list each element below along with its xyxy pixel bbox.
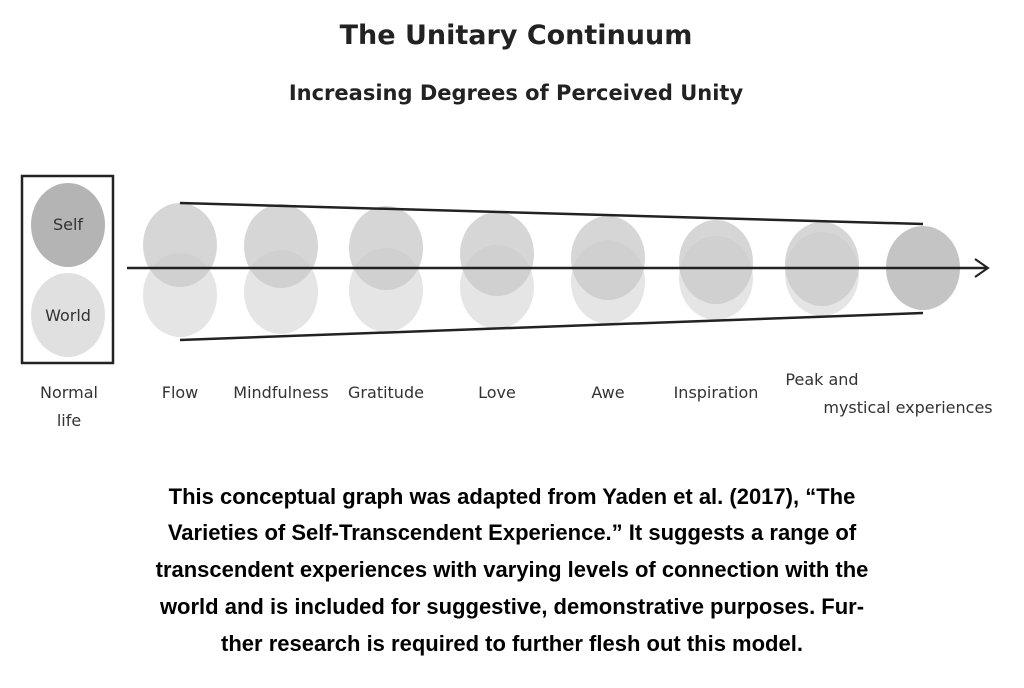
upper-bound <box>179 201 924 226</box>
caption-line: world and is included for suggestive, de… <box>159 594 864 619</box>
title: The Unitary Continuum <box>340 20 693 51</box>
self-circle <box>460 212 534 296</box>
stage-label: life <box>57 411 81 430</box>
caption-line: ther research is required to further fle… <box>221 631 803 656</box>
self-circle <box>31 183 105 267</box>
world-label: World <box>45 306 91 325</box>
stage-label: Mindfulness <box>233 383 328 402</box>
self-circle <box>571 216 645 300</box>
world-circle <box>31 273 105 357</box>
lower-bound <box>179 311 924 342</box>
stage-label: mystical experiences <box>823 398 992 417</box>
self-circle <box>244 204 318 288</box>
caption-line: This conceptual graph was adapted from Y… <box>169 484 856 509</box>
stage-label: Normal <box>40 383 98 402</box>
stage-label: Peak and <box>785 370 858 389</box>
stage-label: Inspiration <box>674 383 759 402</box>
self-circle <box>785 222 859 306</box>
normal-box <box>20 174 115 365</box>
self-circle <box>349 206 423 290</box>
self-circle <box>679 220 753 304</box>
stage-label: Love <box>478 383 516 402</box>
caption-line: Varieties of Self-Transcendent Experienc… <box>168 520 857 545</box>
caption-line: transcendent experiences with varying le… <box>156 557 869 582</box>
self-circle <box>143 203 217 287</box>
stage-label: Flow <box>162 383 199 402</box>
arrow-head <box>974 258 990 278</box>
stage-label: Awe <box>591 383 624 402</box>
self-label: Self <box>53 215 83 234</box>
subtitle: Increasing Degrees of Perceived Unity <box>289 81 744 105</box>
stage-label: Gratitude <box>348 383 424 402</box>
